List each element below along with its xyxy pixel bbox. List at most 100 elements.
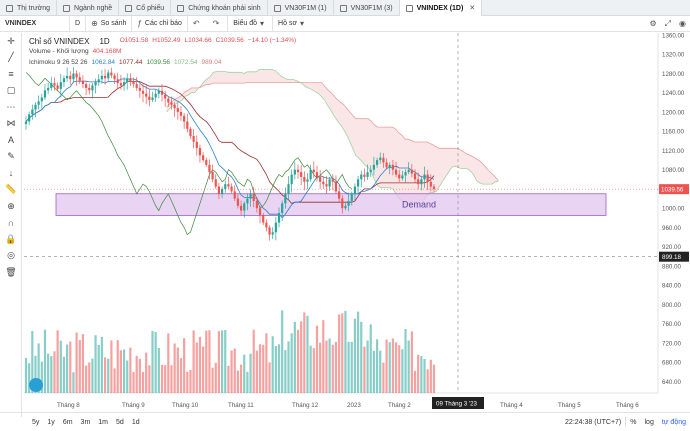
candle-body [154, 93, 157, 98]
tab-chung-khoan-phai-sinh[interactable]: Chứng khoán phái sinh [171, 0, 268, 16]
volume-bar [217, 331, 221, 393]
volume-bar [59, 340, 62, 393]
close-tab-icon[interactable]: ✕ [469, 5, 476, 12]
volume-bar [344, 310, 347, 393]
legend-ichimoku-tenkan: 1062.84 [91, 59, 116, 67]
range-3m[interactable]: 3m [80, 418, 91, 426]
candle-body [189, 128, 192, 137]
candle-body [88, 87, 91, 91]
legend-ichimoku-span-b: 989.04 [201, 59, 222, 67]
range-1d[interactable]: 1d [131, 418, 140, 426]
compare-button[interactable]: ⊕ So sánh [86, 15, 133, 32]
legend-ichimoku-kijun: 1077.44 [119, 59, 143, 67]
tab-co-phieu[interactable]: Cổ phiếu [119, 0, 172, 16]
candle-body [211, 172, 214, 180]
volume-bar [53, 351, 56, 393]
range-1m[interactable]: 1m [98, 418, 109, 426]
text-tool[interactable]: A [0, 132, 22, 149]
volume-bar [132, 371, 135, 393]
candle-body [315, 172, 319, 177]
tab-nganh-nghe[interactable]: Ngành nghề [57, 0, 120, 16]
time-tick-label: Tháng 4 [500, 402, 523, 409]
time-tick-label: Tháng 8 [57, 402, 80, 409]
settings-button[interactable]: ⚙ [645, 16, 660, 32]
volume-bar [75, 332, 78, 393]
candle-body [385, 162, 388, 168]
volume-bar [379, 350, 382, 393]
price-chart[interactable]: 640.00 680.00 720.00 760.00 800.00 840.00 880.… [22, 33, 690, 412]
volume-bar [432, 364, 436, 393]
fib-tool[interactable]: ⋯ [0, 99, 22, 116]
candle-body [97, 79, 100, 83]
hline-tool[interactable]: ≡ [0, 66, 22, 83]
fullscreen-button[interactable]: ⤢ [661, 16, 675, 32]
tab-vnindex-1d[interactable]: VNINDEX (1D) ✕ [399, 0, 483, 16]
candle-body [296, 169, 300, 173]
volume-bar [277, 344, 281, 393]
interval-button[interactable]: D [70, 15, 87, 32]
candle-body [148, 96, 151, 100]
camera-button[interactable]: ◉ [675, 16, 690, 32]
candle-body [100, 75, 104, 80]
candle-body [382, 157, 385, 163]
volume-bar [309, 345, 312, 393]
zoom-tool[interactable]: ⊕ [0, 198, 22, 215]
volume-bar [43, 329, 47, 393]
rectangle-tool[interactable]: ▢ [0, 83, 22, 100]
candle-body [113, 75, 116, 80]
volume-bar [154, 331, 157, 393]
candle-body [243, 203, 246, 211]
chevron-down-icon: ▾ [260, 19, 265, 28]
volume-bar [306, 315, 309, 393]
range-5d[interactable]: 5d [116, 418, 124, 426]
candle-body [132, 81, 135, 85]
line-tool[interactable]: ╱ [0, 50, 22, 67]
candle-body [350, 193, 353, 201]
tab-thi-truong[interactable]: Thị trường [0, 0, 58, 16]
candle-body [426, 174, 429, 182]
symbol-search-input[interactable]: VNINDEX [0, 15, 70, 32]
range-1y[interactable]: 1y [47, 418, 55, 426]
pattern-tool[interactable]: ⋈ [0, 116, 22, 133]
ruler-tool[interactable]: 📏 [0, 182, 22, 199]
arrow-tool[interactable]: ↓ [0, 165, 22, 182]
price-tick-label: 880.00 [662, 263, 681, 270]
candle-body [356, 179, 360, 187]
candle-body [157, 90, 160, 94]
volume-bar [113, 368, 116, 393]
chart-type-button[interactable]: Biểu đồ ▾ [228, 15, 274, 32]
candle-body [66, 75, 69, 79]
crosshair-tool[interactable]: ✛ [0, 33, 22, 50]
redo-button[interactable]: ↷ [208, 15, 229, 32]
log-toggle[interactable]: log [644, 418, 654, 426]
volume-bar [290, 333, 293, 393]
tab-vn30f1m-1[interactable]: VN30F1M (1) [268, 0, 334, 16]
lock-tool[interactable]: 🔒 [0, 231, 22, 248]
candle-body [62, 78, 66, 83]
range-5y[interactable]: 5y [32, 418, 40, 426]
candle-body [195, 141, 198, 149]
range-6m[interactable]: 6m [62, 418, 73, 426]
candle-body [312, 169, 315, 173]
window-icon [273, 4, 281, 12]
percent-toggle[interactable]: % [630, 418, 637, 426]
volume-bar [224, 329, 227, 393]
undo-button[interactable]: ↶ [188, 16, 208, 32]
indicators-button[interactable]: ƒ Các chỉ báo [132, 15, 188, 32]
auto-toggle[interactable]: tự động [661, 418, 686, 426]
brush-tool[interactable]: ✎ [0, 149, 22, 166]
candle-body [198, 148, 202, 156]
candle-body [277, 213, 281, 223]
candle-body [265, 222, 268, 228]
tab-vn30f1m-3[interactable]: VN30F1M (3) [334, 0, 400, 16]
delete-tool[interactable]: 🗑 [0, 264, 22, 281]
candle-body [227, 184, 230, 187]
price-tick-label: 1000.00 [662, 206, 685, 213]
time-tick-label: 2023 [347, 402, 361, 409]
template-button[interactable]: Hồ sơ ▾ [278, 19, 305, 28]
candle-body [432, 186, 436, 189]
hide-tool[interactable]: ◎ [0, 248, 22, 265]
volume-bar [205, 330, 208, 393]
magnet-tool[interactable]: ∩ [0, 215, 22, 232]
volume-bar [410, 331, 413, 393]
